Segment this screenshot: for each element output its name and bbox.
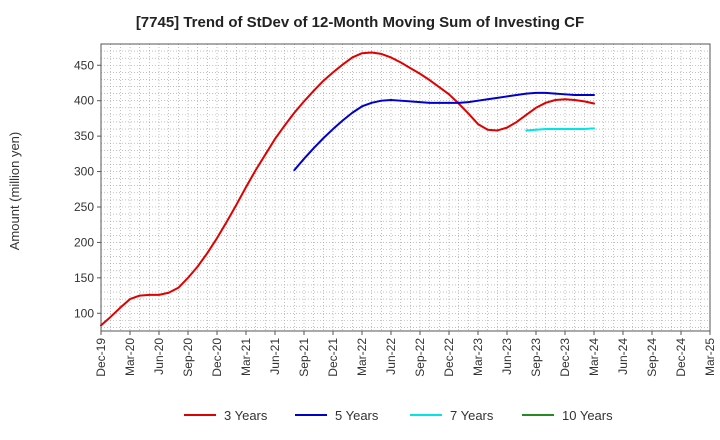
y-tick-label: 200 [74,235,94,249]
x-tick-label: Dec-19 [94,338,108,377]
y-tick-label: 250 [74,200,94,214]
x-tick-label: Sep-22 [413,338,427,377]
plot-background [101,44,710,331]
x-tick-label: Dec-24 [674,338,688,377]
series-line-2 [525,127,595,132]
y-tick-label: 450 [74,58,94,72]
x-tick-label: Sep-21 [297,338,311,377]
x-tick-label: Jun-21 [268,338,282,375]
plot-border [100,43,711,332]
plot-area: 100 150 200 250 300 350 400 450 Dec-19 Mar-20 Jun-… [74,43,717,377]
legend-label-2: 7 Years [450,408,494,423]
x-tick-label: Jun-20 [152,338,166,375]
series-line-0 [100,51,595,327]
y-tick-label: 350 [74,129,94,143]
x-tick-label: Jun-24 [616,338,630,375]
x-tick-label: Dec-22 [442,338,456,377]
x-tick-label: Mar-20 [123,338,137,376]
x-tick-label: Dec-21 [326,338,340,377]
series-line-1 [293,91,595,172]
x-tick-label: Jun-22 [384,338,398,375]
y-tick-label: 300 [74,165,94,179]
x-tick-label: Sep-20 [181,338,195,377]
legend-label-1: 5 Years [335,408,379,423]
x-tick-label: Mar-22 [355,338,369,376]
x-tick-label: Mar-21 [239,338,253,376]
y-tick-label: 100 [74,306,94,320]
x-tick-label: Dec-23 [558,338,572,377]
legend-label-3: 10 Years [562,408,613,423]
x-tick-label: Sep-23 [529,338,543,377]
x-tick-label: Mar-24 [587,338,601,376]
legend-label-0: 3 Years [224,408,268,423]
x-tick-label: Sep-24 [645,338,659,377]
legend: 3 Years 5 Years 7 Years 10 Years [184,408,613,423]
chart-title: [7745] Trend of StDev of 12-Month Moving… [136,14,584,31]
x-tick-label: Dec-20 [210,338,224,377]
y-tick-label: 400 [74,94,94,108]
y-axis-label: Amount (million yen) [7,132,22,251]
y-tick-label: 150 [74,271,94,285]
x-tick-label: Mar-23 [471,338,485,376]
x-tick-label: Mar-25 [703,338,717,376]
x-tick-label: Jun-23 [500,338,514,375]
